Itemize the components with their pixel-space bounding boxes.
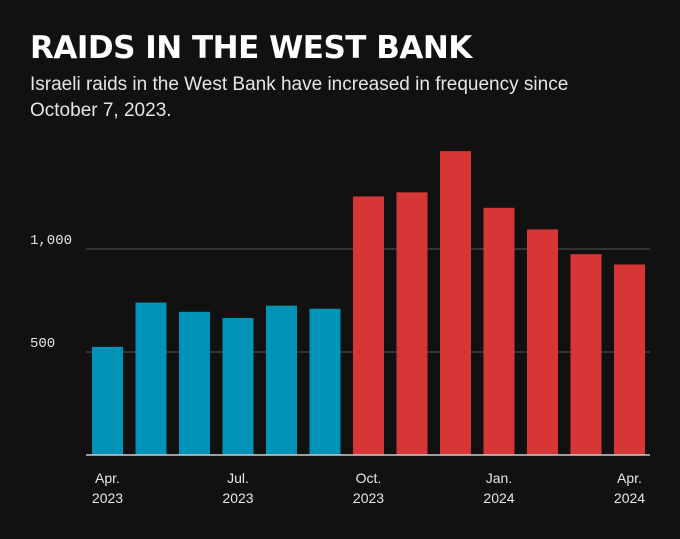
x-tick-year: 2023: [92, 490, 123, 506]
y-tick-label: 500: [30, 336, 55, 352]
bar-2024-04: [614, 264, 645, 455]
x-tick-month: Jan.: [486, 470, 512, 486]
bar-2023-07: [222, 318, 254, 455]
bar-2023-09: [309, 308, 341, 455]
x-tick-month: Apr.: [95, 470, 120, 486]
x-tick-year: 2023: [353, 490, 384, 506]
bar-2023-10: [353, 196, 384, 455]
x-tick-year: 2023: [222, 490, 253, 506]
bar-2023-08: [266, 305, 297, 455]
x-tick-year: 2024: [483, 490, 514, 506]
bar-2023-12: [440, 151, 471, 455]
x-tick-month: Apr.: [617, 470, 642, 486]
bar-2023-06: [179, 311, 210, 455]
y-tick-label: 1,000: [30, 233, 72, 249]
bar-2024-02: [527, 229, 558, 455]
bar-2023-05: [135, 302, 167, 455]
bar-2023-04: [92, 346, 123, 455]
bar-2024-03: [570, 254, 602, 455]
x-tick-month: Jul.: [227, 470, 249, 486]
chart-subtitle: Israeli raids in the West Bank have incr…: [30, 74, 569, 121]
x-tick-month: Oct.: [356, 470, 382, 486]
x-tick-year: 2024: [614, 490, 645, 506]
bar-2023-11: [396, 192, 428, 455]
chart-title: RAIDS IN THE WEST BANK: [30, 30, 472, 66]
bar-2024-01: [483, 207, 515, 455]
